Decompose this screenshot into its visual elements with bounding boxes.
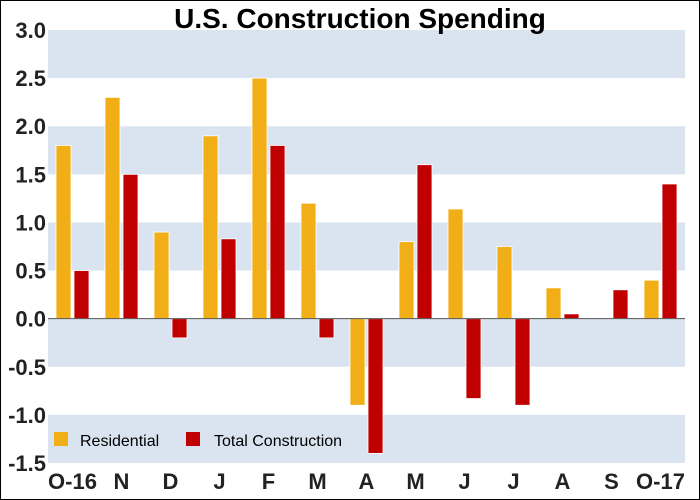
y-tick-label: 2.0 xyxy=(15,114,46,139)
bar-total-construction-1 xyxy=(122,173,139,320)
x-tick-label: S xyxy=(604,469,619,494)
y-tick-label: 1.5 xyxy=(15,162,46,187)
bar-residential-2 xyxy=(153,231,170,320)
bar-residential-8 xyxy=(447,208,464,320)
y-axis: -1.5 -1.0 -0.5 0.0 0.5 1.0 1.5 2.0 2.5 3.0 xyxy=(8,18,46,476)
background-band xyxy=(48,30,685,79)
chart-title: U.S. Construction Spending xyxy=(174,3,546,34)
legend-swatch-residential xyxy=(54,432,68,446)
background-band xyxy=(48,222,685,271)
x-tick-label: A xyxy=(555,469,571,494)
x-tick-label: A xyxy=(359,469,375,494)
x-tick-label: M xyxy=(406,469,424,494)
x-tick-label: D xyxy=(163,469,179,494)
y-tick-label: 0.0 xyxy=(15,307,46,332)
x-tick-label: O-16 xyxy=(48,469,97,494)
x-tick-label: O-17 xyxy=(636,469,685,494)
x-tick-label: J xyxy=(507,469,519,494)
bar-total-construction-6 xyxy=(367,318,384,454)
x-tick-label: J xyxy=(458,469,470,494)
bar-residential-6 xyxy=(349,318,366,406)
x-tick-label: J xyxy=(213,469,225,494)
legend-swatch-total-construction xyxy=(186,432,200,446)
bar-residential-1 xyxy=(104,96,121,320)
bar-total-construction-9 xyxy=(514,318,531,406)
y-tick-label: 0.5 xyxy=(15,259,46,284)
bar-residential-0 xyxy=(55,145,72,320)
y-tick-label: 1.0 xyxy=(15,210,46,235)
x-tick-label: N xyxy=(114,469,130,494)
bar-residential-12 xyxy=(643,279,660,320)
bar-total-construction-7 xyxy=(416,164,433,320)
x-axis: O-16 N D J F M A M J J A S O-17 xyxy=(48,469,685,494)
bar-residential-5 xyxy=(300,202,317,320)
bar-total-construction-0 xyxy=(73,270,90,320)
bar-residential-10 xyxy=(545,287,562,320)
legend-label-residential: Residential xyxy=(80,433,159,450)
bar-residential-9 xyxy=(496,246,513,320)
y-tick-label: -0.5 xyxy=(8,355,46,380)
background-band xyxy=(48,126,685,175)
y-tick-label: -1.5 xyxy=(8,451,46,476)
x-tick-label: M xyxy=(308,469,326,494)
bar-total-construction-3 xyxy=(220,238,237,320)
bar-total-construction-5 xyxy=(318,318,335,339)
background-band xyxy=(48,318,685,367)
y-tick-label: -1.0 xyxy=(8,403,46,428)
x-tick-label: F xyxy=(262,469,275,494)
bar-residential-4 xyxy=(251,77,268,320)
bar-residential-7 xyxy=(398,241,415,320)
background-band xyxy=(48,414,685,463)
bar-total-construction-10 xyxy=(563,313,580,320)
background-bands xyxy=(48,30,685,463)
y-tick-label: 2.5 xyxy=(15,66,46,91)
bar-total-construction-8 xyxy=(465,318,482,399)
bar-total-construction-2 xyxy=(171,318,188,339)
bar-total-construction-12 xyxy=(661,183,678,320)
bar-total-construction-11 xyxy=(612,289,629,320)
legend-label-total-construction: Total Construction xyxy=(214,433,342,450)
bar-residential-3 xyxy=(202,135,219,320)
bar-total-construction-4 xyxy=(269,145,286,320)
legend: Residential Total Construction xyxy=(54,432,342,450)
y-tick-label: 3.0 xyxy=(15,18,46,43)
